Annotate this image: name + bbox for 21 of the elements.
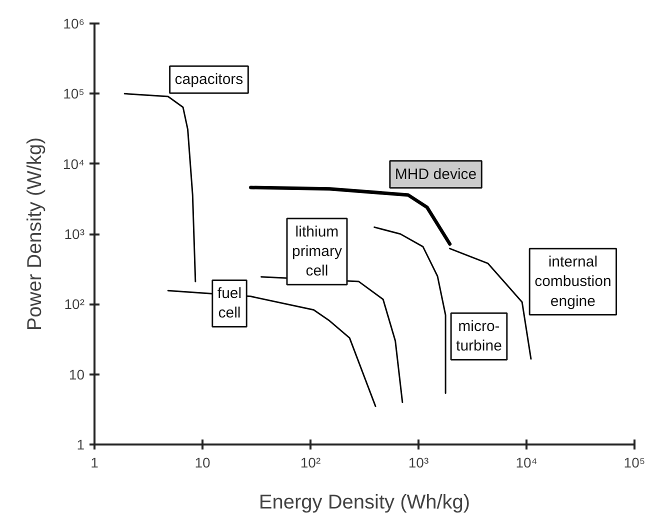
y-tick-label: 1 [76, 436, 85, 452]
y-axis-title: Power Density (W/kg) [24, 137, 46, 331]
x-tick-label: 10⁴ [516, 454, 538, 470]
series-label: fuel cell [217, 285, 242, 322]
series-label: internal combustion engine [534, 254, 612, 310]
x-tick-label: 10² [300, 454, 321, 470]
y-tick-label: 10² [64, 296, 85, 312]
series-label: micro-turbine [456, 318, 502, 355]
series-label: MHD device [394, 166, 477, 183]
x-tick-label: 1 [90, 454, 99, 470]
x-tick-label: 10³ [408, 454, 429, 470]
y-tick-label: 10⁶ [63, 16, 85, 32]
series-label: capacitors [174, 71, 244, 88]
y-tick-label: 10⁵ [63, 86, 85, 102]
x-tick-label: 10 [194, 454, 210, 470]
y-tick-label: 10³ [64, 226, 85, 242]
y-tick-label: 10 [68, 366, 85, 382]
x-axis-title: Energy Density (Wh/kg) [258, 492, 470, 514]
series-label: lithium primary cell [292, 223, 342, 280]
x-tick-label: 10⁵ [624, 454, 646, 470]
y-tick-label: 10⁴ [62, 156, 85, 172]
